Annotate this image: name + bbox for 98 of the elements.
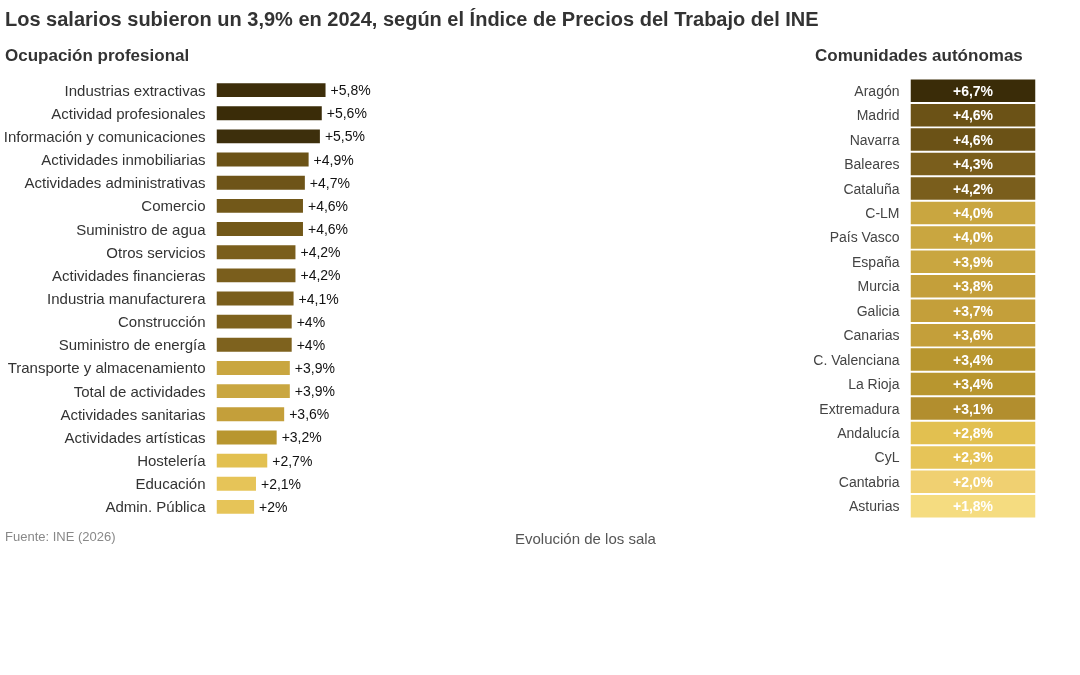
bar: [216, 314, 292, 329]
y-tick-label: País Vasco: [829, 229, 900, 246]
bar: [216, 175, 305, 190]
y-tick-label: Canarias: [843, 327, 900, 344]
y-tick-label: España: [852, 253, 900, 270]
data-label: +3,6%: [952, 327, 994, 344]
y-tick-label: Suministro de energía: [58, 336, 207, 354]
bar: [216, 245, 296, 259]
data-label: +4%: [296, 336, 326, 353]
y-tick-label: La Rioja: [848, 375, 900, 392]
data-label: +3,4%: [952, 351, 994, 368]
bar: [216, 499, 255, 514]
y-tick-label: Actividad profesionales: [51, 104, 206, 122]
y-tick-label: Navarra: [849, 131, 900, 148]
y-tick-label: Industrias extractivas: [64, 81, 206, 99]
bar: [216, 268, 296, 283]
data-label: +2,3%: [952, 449, 994, 466]
data-label: +5,8%: [330, 81, 371, 98]
data-label: +4%: [296, 313, 326, 330]
y-tick-label: Admin. Pública: [105, 498, 207, 516]
y-tick-label: Aragón: [854, 82, 900, 99]
y-tick-label: Extremadura: [819, 400, 900, 417]
y-tick-label: C. Valenciana: [813, 351, 900, 368]
y-tick-label: Cataluña: [843, 180, 900, 197]
bar: [216, 129, 320, 144]
data-label: +4,9%: [313, 151, 354, 168]
y-tick-label: CyL: [874, 449, 900, 466]
data-label: +4,2%: [952, 180, 994, 197]
data-label: +2,1%: [260, 475, 302, 492]
data-label: +2,8%: [952, 424, 994, 441]
y-tick-label: Asturias: [848, 498, 900, 515]
y-tick-label: C-LM: [865, 204, 900, 221]
data-label: +5,5%: [324, 128, 365, 145]
bar: [216, 152, 309, 167]
bar: [216, 106, 322, 121]
y-tick-label: Actividades financieras: [52, 266, 206, 284]
y-tick-label: Murcia: [857, 278, 900, 295]
bar: [216, 476, 256, 491]
data-label: +3,1%: [952, 400, 994, 417]
y-tick-label: Andalucía: [837, 424, 900, 441]
text: Los salarios subieron un 3,9% en 2024, según el Índice de Precios del Trabajo del INE: [5, 7, 819, 32]
y-tick-label: Hostelería: [137, 451, 207, 469]
bar: [216, 407, 285, 422]
data-label: +3,9%: [952, 253, 994, 270]
y-tick-label: Madrid: [856, 107, 900, 124]
data-label: +2%: [259, 498, 288, 515]
y-tick-label: Comercio: [141, 197, 206, 215]
y-tick-label: Suministro de agua: [76, 220, 207, 238]
y-tick-label: Construcción: [117, 313, 206, 330]
data-label: +6,7%: [952, 82, 994, 99]
bar: [216, 384, 290, 398]
data-label: +4,1%: [298, 290, 339, 307]
data-label: +5,6%: [326, 105, 367, 122]
data-label: +4,2%: [300, 244, 341, 261]
y-tick-label: Actividades sanitarias: [60, 405, 206, 423]
data-label: +3,4%: [952, 375, 994, 392]
data-label: +3,7%: [952, 302, 994, 319]
data-label: +4,3%: [952, 155, 994, 172]
y-tick-label: Galicia: [856, 302, 900, 319]
y-tick-label: Actividades artísticas: [64, 428, 206, 446]
data-label: +3,9%: [294, 359, 335, 376]
data-label: +2,7%: [272, 452, 313, 469]
y-tick-label: Baleares: [844, 155, 900, 172]
y-tick-label: Actividades administrativas: [24, 174, 206, 192]
data-label: +1,8%: [952, 498, 994, 515]
text: Evolución de los sala: [515, 528, 656, 549]
data-label: +3,2%: [281, 429, 322, 446]
bar: [216, 291, 294, 306]
y-tick-label: Total de actividades: [73, 382, 206, 400]
data-label: +4,6%: [952, 131, 994, 148]
data-label: +3,8%: [952, 278, 994, 295]
y-tick-label: Cantabria: [838, 473, 900, 490]
data-label: +4,7%: [309, 174, 350, 191]
bar: [216, 82, 326, 97]
source-note: Fuente: INE (2026): [5, 527, 116, 546]
y-tick-label: Educación: [135, 475, 206, 493]
chart-title: Comunidades autónomas: [815, 44, 1023, 67]
y-tick-label: Transporte y almacenamiento: [7, 359, 206, 377]
data-label: +4,6%: [952, 107, 994, 124]
bar: [216, 453, 268, 468]
data-label: +2,0%: [952, 473, 994, 490]
bar: [216, 198, 303, 213]
bar: [216, 430, 277, 445]
bar: [216, 221, 303, 236]
bar: [216, 337, 292, 352]
data-label: +4,0%: [952, 229, 994, 246]
chart-subtitle: Ocupación profesional: [5, 44, 190, 67]
y-tick-label: Actividades inmobiliarias: [41, 150, 206, 168]
data-label: +3,9%: [294, 382, 335, 399]
data-label: +3,6%: [289, 406, 330, 423]
y-tick-label: Industria manufacturera: [47, 289, 207, 307]
data-label: +4,6%: [307, 220, 349, 237]
data-label: +4,6%: [307, 197, 349, 214]
y-tick-label: Otros servicios: [106, 243, 206, 261]
data-label: +4,0%: [952, 204, 994, 221]
bar: [216, 360, 290, 375]
data-label: +4,2%: [300, 267, 341, 284]
y-tick-label: Información y comunicaciones: [3, 127, 206, 145]
